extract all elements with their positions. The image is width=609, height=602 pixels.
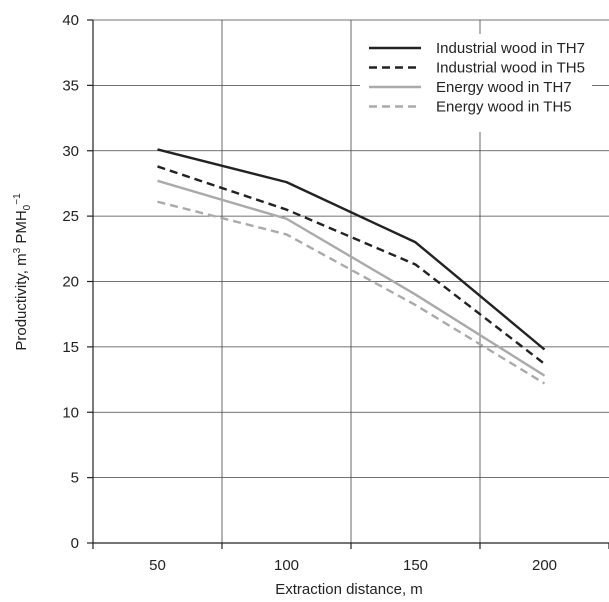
- x-axis-title: Extraction distance, m: [275, 581, 423, 598]
- y-tick-label: 5: [71, 470, 79, 487]
- y-tick-label: 0: [71, 535, 79, 552]
- y-tick-label: 25: [62, 208, 79, 225]
- x-tick-label: 50: [149, 557, 166, 574]
- y-tick-label: 20: [62, 274, 79, 291]
- y-axis-title-sub: 0: [22, 204, 33, 210]
- y-axis-title-main: Productivity, m: [13, 253, 30, 350]
- series-line-4: [157, 200, 546, 385]
- y-axis-title: Productivity, m3 PMH0−1: [12, 193, 33, 351]
- y-axis-title-sup1: 3: [12, 247, 23, 253]
- tick-labels: 0 5 10 15 20 25 30 35 40 50 100 150 200: [62, 12, 557, 574]
- series-line-3: [157, 179, 546, 377]
- legend-background: [360, 34, 592, 132]
- y-tick-label: 35: [62, 77, 79, 94]
- legend-label: Energy wood in TH7: [436, 79, 572, 96]
- y-tick-label: 10: [62, 404, 79, 421]
- series-lines: [157, 148, 546, 385]
- x-tick-label: 200: [532, 557, 557, 574]
- y-tick-label: 40: [62, 12, 79, 29]
- legend: Industrial wood in TH7 Industrial wood in…: [360, 34, 592, 132]
- y-tick-label: 15: [62, 339, 79, 356]
- axes: [87, 19, 609, 549]
- y-tick-label: 30: [62, 143, 79, 160]
- y-axis-title-sup2: −1: [12, 193, 23, 205]
- legend-label: Energy wood in TH5: [436, 99, 572, 116]
- series-line-1: [157, 148, 546, 351]
- series-line-2: [157, 165, 546, 365]
- legend-label: Industrial wood in TH7: [436, 40, 585, 57]
- y-axis-title-mid: PMH: [13, 210, 30, 248]
- x-tick-label: 150: [403, 557, 428, 574]
- x-tick-label: 100: [274, 557, 299, 574]
- legend-label: Industrial wood in TH5: [436, 60, 585, 77]
